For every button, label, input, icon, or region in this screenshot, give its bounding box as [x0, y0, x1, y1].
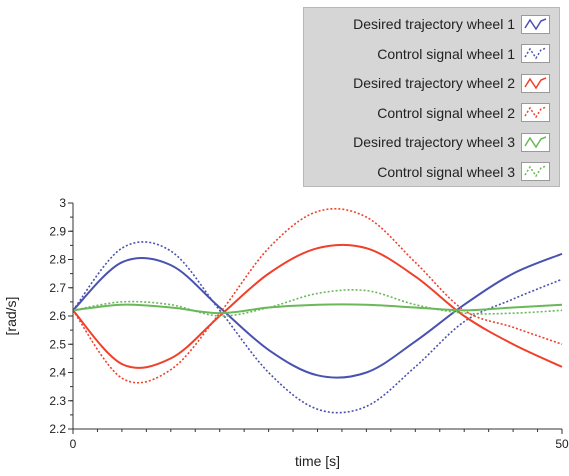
- legend-label: Control signal wheel 3: [377, 163, 515, 180]
- legend-item: Control signal wheel 3: [304, 158, 559, 186]
- y-tick-label: 2.9: [49, 224, 66, 238]
- legend-swatch-icon: [521, 73, 550, 93]
- series-line-5: [72, 303, 563, 315]
- legend-label: Control signal wheel 1: [377, 45, 515, 62]
- legend-item: Desired trajectory wheel 2: [304, 69, 559, 97]
- legend-label: Desired trajectory wheel 2: [353, 75, 515, 91]
- y-tick-label: 2.5: [49, 337, 66, 351]
- x-tick-label: 50: [555, 437, 569, 451]
- legend-label: Desired trajectory wheel 3: [353, 134, 515, 150]
- series-line-4: [72, 207, 563, 384]
- y-tick-label: 3: [59, 196, 66, 210]
- y-tick-label: 2.3: [49, 394, 66, 408]
- legend-swatch-icon: [521, 103, 550, 122]
- legend-swatch-icon: [521, 44, 550, 63]
- legend-item: Desired trajectory wheel 3: [304, 128, 559, 156]
- y-tick-label: 2.2: [49, 422, 66, 436]
- legend-item: Desired trajectory wheel 1: [304, 10, 559, 38]
- x-tick-label: 0: [70, 437, 77, 451]
- y-tick-label: 2.7: [49, 281, 66, 295]
- legend-label: Control signal wheel 2: [377, 104, 515, 121]
- x-axis-label: time [s]: [295, 453, 340, 469]
- series-line-3: [72, 243, 563, 369]
- y-tick-label: 2.4: [49, 366, 66, 380]
- series-line-1: [72, 252, 563, 379]
- y-axis-label: [rad/s]: [3, 297, 19, 336]
- legend-swatch-icon: [521, 162, 550, 181]
- legend-swatch-icon: [521, 14, 550, 34]
- legend-label: Desired trajectory wheel 1: [353, 16, 515, 32]
- legend-swatch-icon: [521, 132, 550, 152]
- series-line-6: [72, 289, 563, 317]
- legend-item: Control signal wheel 1: [304, 40, 559, 68]
- chart-legend: Desired trajectory wheel 1 Control signal…: [303, 7, 560, 187]
- y-tick-label: 2.6: [49, 309, 66, 323]
- plot-area: [73, 203, 562, 429]
- y-tick-label: 2.8: [49, 253, 66, 267]
- legend-item: Control signal wheel 2: [304, 99, 559, 127]
